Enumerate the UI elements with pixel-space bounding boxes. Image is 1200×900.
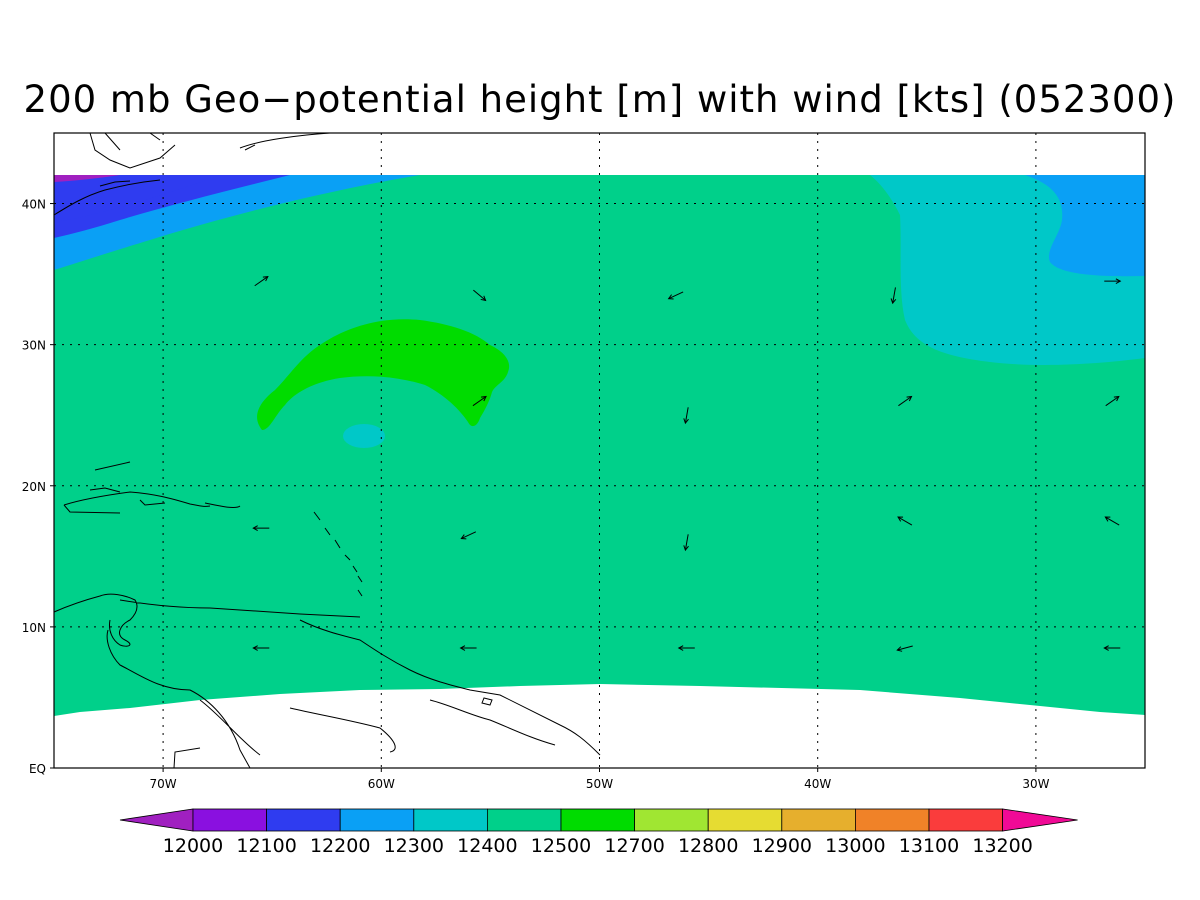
- colorbar-label: 13000: [825, 835, 885, 857]
- wind-arrow: [898, 395, 913, 407]
- lat-label: 10N: [22, 621, 46, 635]
- lat-label: EQ: [29, 762, 46, 776]
- wind-arrow: [890, 287, 897, 305]
- colorbar-label: 12100: [236, 835, 296, 857]
- colorbar-label: 12500: [531, 835, 591, 857]
- colorbar-swatch: [928, 808, 1003, 832]
- colorbar-swatch: [781, 808, 856, 832]
- wind-arrow: [252, 645, 270, 651]
- wind-arrow: [473, 289, 487, 302]
- wind-arrow: [472, 395, 487, 407]
- colorbar-label: 12000: [163, 835, 223, 857]
- latitude-labels: 40N 30N 20N 10N EQ: [22, 198, 54, 776]
- wind-arrow: [897, 516, 913, 526]
- colorbar-label: 13200: [972, 835, 1032, 857]
- colorbar-label: 12200: [310, 835, 370, 857]
- wind-vectors: [252, 275, 1122, 652]
- field-12700-blob: [257, 319, 510, 430]
- colorbar-swatch: [192, 808, 267, 832]
- colorbar-swatch: [266, 808, 341, 832]
- colorbar-label: 12900: [752, 835, 812, 857]
- colorbar-label: 12400: [457, 835, 517, 857]
- lon-label: 70W: [150, 777, 177, 791]
- colorbar-swatch: [339, 808, 415, 832]
- lat-label: 30N: [22, 339, 46, 353]
- field-12400-patch: [343, 424, 385, 448]
- lat-label: 40N: [22, 198, 46, 212]
- wind-arrow: [683, 534, 689, 552]
- colorbar-swatch: [560, 808, 635, 832]
- colorbar-label: 12700: [604, 835, 664, 857]
- colorbar-label: 13100: [899, 835, 959, 857]
- colorbar-swatch: [486, 808, 562, 832]
- wind-arrow: [254, 275, 269, 287]
- colorbar-label: 12800: [678, 835, 738, 857]
- gridlines: [54, 133, 1145, 768]
- field-12100-region-nw: [54, 175, 220, 222]
- longitude-labels: 70W 60W 50W 40W 30W: [150, 768, 1050, 791]
- field-12000-corner: [54, 175, 120, 182]
- wind-arrow: [667, 291, 684, 300]
- wind-arrow: [252, 525, 270, 531]
- colorbar-swatch: [413, 808, 488, 832]
- wind-arrow: [459, 645, 477, 651]
- wind-arrow: [460, 531, 477, 540]
- lat-label: 20N: [22, 480, 46, 494]
- colorbar-low-triangle: [119, 808, 194, 832]
- colorbar-high-triangle: [1002, 808, 1078, 832]
- map-title: 200 mb Geo−potential height [m] with win…: [23, 78, 1177, 121]
- colorbar-swatch: [855, 808, 930, 832]
- wind-arrow: [1104, 278, 1122, 285]
- field-12300-region-ne: [1025, 175, 1145, 277]
- wind-arrow: [1103, 645, 1121, 651]
- colorbar: 12000 12100 12200 12300 12400 12500 12700 12800…: [119, 808, 1078, 857]
- wind-arrow: [683, 407, 689, 425]
- lon-label: 40W: [804, 777, 831, 791]
- colorbar-swatch: [707, 808, 783, 832]
- wind-arrow: [1104, 516, 1120, 526]
- wind-arrow: [677, 645, 695, 651]
- wind-arrow: [896, 645, 913, 652]
- lon-label: 60W: [368, 777, 395, 791]
- lon-label: 50W: [586, 777, 613, 791]
- colorbar-swatch: [634, 808, 709, 832]
- lon-label: 30W: [1022, 777, 1049, 791]
- colorbar-label: 12300: [384, 835, 444, 857]
- wind-arrow: [1105, 395, 1120, 407]
